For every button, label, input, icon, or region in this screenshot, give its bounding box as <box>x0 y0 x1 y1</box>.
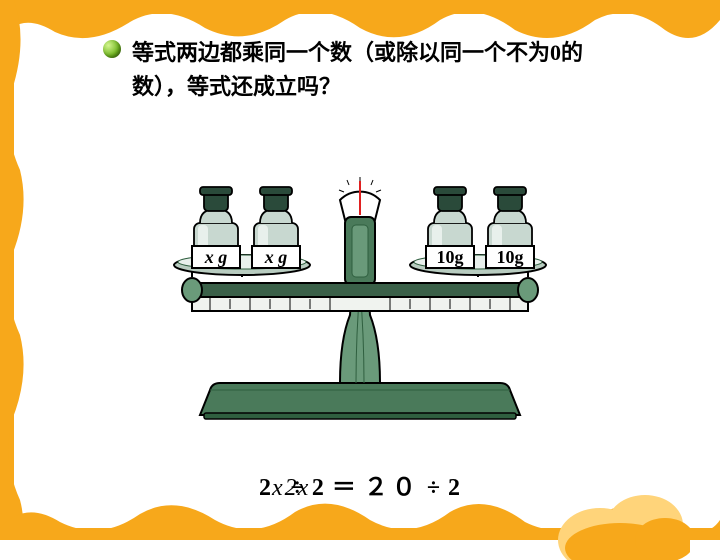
eq-div1: 2x ÷ 2 <box>291 475 332 501</box>
weight-left-1: x g <box>191 245 241 269</box>
equation: 2x 2x ÷ 2 ＝ ２０ ÷ 2 <box>0 467 720 502</box>
bullet-icon <box>103 40 121 58</box>
frame-left <box>0 0 25 540</box>
eq-div2: ÷ 2 <box>427 475 461 501</box>
weight-right-1: 10g <box>425 245 475 269</box>
weight-right-2: 10g <box>485 245 535 269</box>
frame-top <box>0 0 720 40</box>
eq-lhs-var: x <box>272 475 284 501</box>
balance-scale: x g x g 10g 10g <box>140 165 580 425</box>
eq-rhs: ２０ <box>364 475 420 501</box>
eq-lhs-coeff: 2 <box>259 475 272 501</box>
question-text: 等式两边都乘同一个数（或除以同一个不为0的数），等式还成立吗？ <box>132 36 632 104</box>
weight-left-2: x g <box>251 245 301 269</box>
eq-equals: ＝ <box>332 475 357 501</box>
scale-svg <box>140 165 580 425</box>
